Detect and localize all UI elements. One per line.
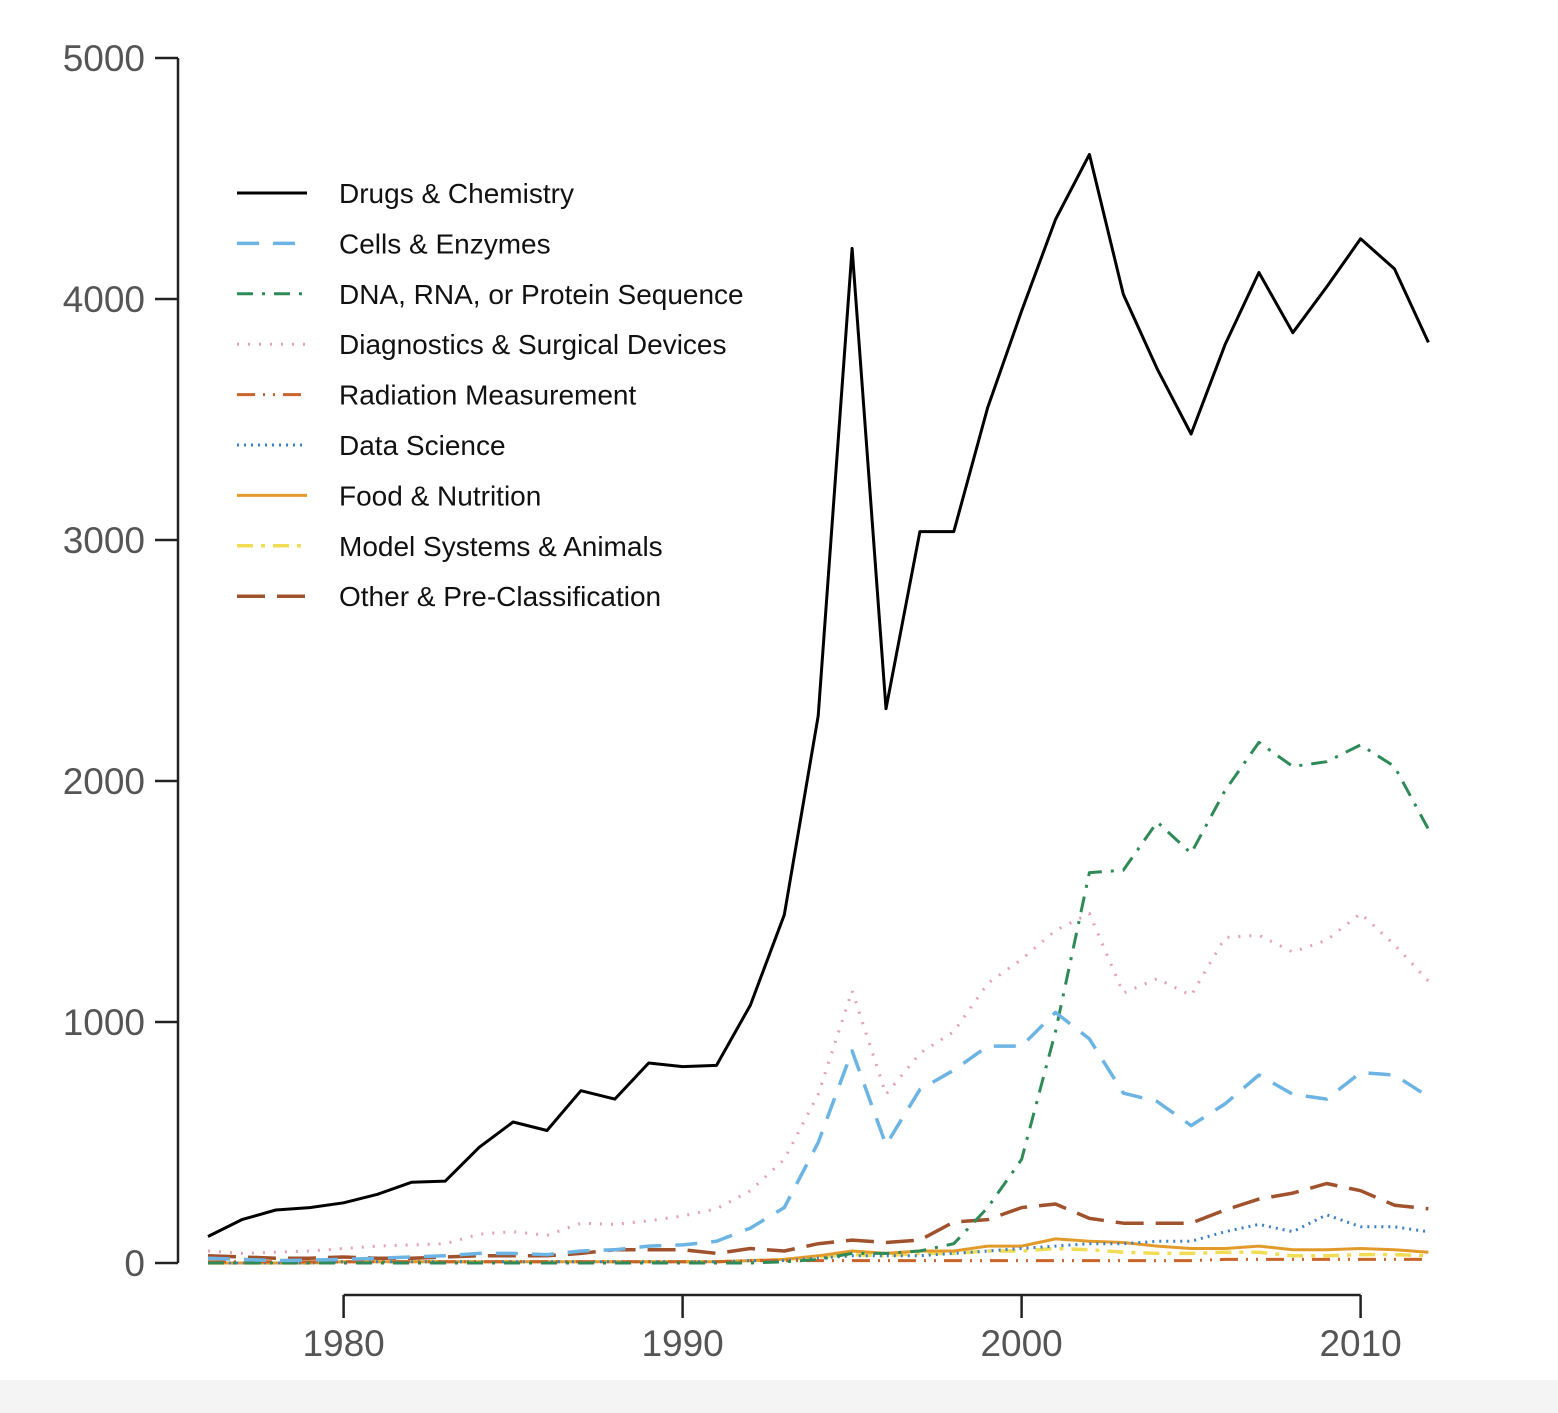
legend-item: Cells & Enzymes <box>237 228 551 259</box>
legend-label: Food & Nutrition <box>339 480 541 511</box>
legend-item: Food & Nutrition <box>237 480 541 511</box>
x-tick-label: 2010 <box>1319 1323 1401 1364</box>
legend-label: DNA, RNA, or Protein Sequence <box>339 279 744 310</box>
y-tick-label: 2000 <box>63 761 145 802</box>
x-tick-label: 1980 <box>302 1323 384 1364</box>
legend-item: Drugs & Chemistry <box>237 178 574 209</box>
legend-item: Data Science <box>237 430 506 461</box>
series-lines <box>207 152 1430 1265</box>
legend-label: Radiation Measurement <box>339 380 636 411</box>
y-tick-label: 5000 <box>63 38 145 79</box>
x-axis: 1980 1990 2000 2010 <box>302 1293 1402 1364</box>
legend-item: Model Systems & Animals <box>237 531 663 562</box>
x-tick-label: 2000 <box>980 1323 1062 1364</box>
series-1 <box>207 1010 1430 1263</box>
series-2 <box>207 740 1430 1265</box>
legend: Drugs & Chemistry Cells & Enzymes DNA, RNA… <box>237 178 744 612</box>
legend-item: Diagnostics & Surgical Devices <box>237 329 727 360</box>
legend-label: Other & Pre-Classification <box>339 581 661 612</box>
y-tick-label: 4000 <box>63 279 145 320</box>
line-chart: 0 1000 2000 3000 4000 5000 1980 1990 2000 2010 D… <box>63 38 1430 1364</box>
legend-item: Radiation Measurement <box>237 380 636 411</box>
legend-label: Model Systems & Animals <box>339 531 663 562</box>
series-3 <box>207 912 1430 1255</box>
legend-label: Drugs & Chemistry <box>339 178 574 209</box>
y-tick-label: 1000 <box>63 1002 145 1043</box>
series-0 <box>207 152 1430 1238</box>
legend-label: Cells & Enzymes <box>339 228 551 259</box>
y-axis: 0 1000 2000 3000 4000 5000 <box>63 38 180 1284</box>
y-tick-label: 3000 <box>63 520 145 561</box>
legend-label: Diagnostics & Surgical Devices <box>339 329 727 360</box>
series-line <box>208 740 1430 1265</box>
series-line <box>207 152 1430 1238</box>
x-tick-label: 1990 <box>641 1323 723 1364</box>
series-line <box>207 1010 1430 1263</box>
legend-item: Other & Pre-Classification <box>237 581 661 612</box>
chart-canvas: 0 1000 2000 3000 4000 5000 1980 1990 2000 2010 D… <box>0 0 1558 1380</box>
y-tick-label: 0 <box>124 1243 145 1284</box>
legend-item: DNA, RNA, or Protein Sequence <box>237 279 744 310</box>
legend-label: Data Science <box>339 430 506 461</box>
